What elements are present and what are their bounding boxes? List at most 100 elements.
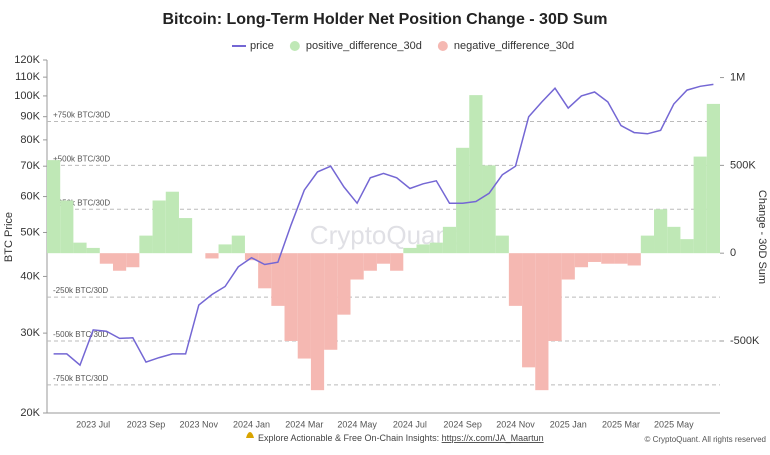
x-tick-label: 2025 Jan (550, 419, 587, 429)
bar (271, 253, 285, 306)
x-tick-label: 2024 Jan (233, 419, 270, 429)
bar (390, 253, 404, 271)
legend-label: negative_difference_30d (454, 40, 574, 52)
bar (680, 239, 694, 254)
y-tick-label: 30K (20, 327, 40, 339)
x-tick-label: 2023 Nov (179, 419, 218, 429)
bar (693, 156, 707, 254)
y2-tick-label: 0 (730, 247, 736, 259)
y-tick-label: 70K (20, 160, 40, 172)
bar (640, 235, 655, 254)
footer-message: Explore Actionable & Free On-Chain Insig… (258, 433, 442, 443)
bar (654, 209, 668, 254)
reference-label: -750k BTC/30D (53, 374, 108, 383)
legend: price positive_difference_30d negative_dif… (232, 40, 574, 52)
y2-tick-label: 1M (730, 71, 745, 83)
y-tick-label: 120K (14, 54, 40, 66)
bar (165, 191, 179, 254)
bar (231, 235, 245, 254)
bar (495, 235, 509, 254)
bar (284, 253, 298, 341)
reference-label: -250k BTC/30D (53, 286, 108, 295)
legend-swatch (437, 41, 448, 51)
bar (588, 253, 602, 262)
x-tick-label: 2024 May (337, 419, 377, 429)
x-tick-label: 2025 May (654, 419, 694, 429)
bar (86, 247, 100, 254)
y-tick-label: 80K (20, 134, 40, 146)
bar (47, 160, 61, 254)
bar (126, 253, 140, 268)
bar (667, 226, 681, 254)
reference-label: +250k BTC/30D (53, 198, 110, 207)
footer-link[interactable]: https://x.com/JA_Maartun (442, 433, 544, 443)
chart-title: Bitcoin: Long-Term Holder Net Position C… (162, 11, 607, 28)
bar (152, 200, 166, 254)
x-tick-label: 2025 Mar (602, 419, 640, 429)
bar (218, 244, 232, 254)
x-tick-label: 2023 Jul (76, 419, 110, 429)
bar (706, 103, 720, 254)
bar (324, 253, 338, 350)
bar (535, 253, 549, 391)
x-tick-label: 2024 Sep (443, 419, 482, 429)
x-tick-label: 2024 Nov (496, 419, 535, 429)
copyright: © CryptoQuant. All rights reserved (645, 435, 767, 444)
bar (614, 253, 628, 264)
y-tick-label: 100K (14, 90, 40, 102)
bell-icon (246, 432, 254, 438)
bar (205, 253, 219, 259)
bar (99, 253, 113, 264)
bar (112, 253, 127, 271)
price-line (53, 83, 714, 367)
bar (469, 95, 483, 254)
bar (60, 200, 74, 254)
bar (416, 244, 430, 254)
legend-label: price (250, 40, 274, 52)
bar (508, 253, 523, 306)
bar (627, 253, 641, 266)
bar (376, 253, 391, 264)
bar (442, 226, 457, 254)
y-tick-label: 110K (15, 71, 41, 83)
bar (522, 253, 536, 368)
bar (244, 253, 259, 261)
bar (73, 242, 87, 254)
bar (601, 253, 615, 264)
bar (310, 253, 325, 391)
x-tick-label: 2023 Sep (127, 419, 166, 429)
bar (337, 253, 351, 315)
bar (178, 218, 193, 254)
bar (482, 165, 496, 254)
y2-tick-label: -500K (730, 335, 760, 347)
x-tick-label: 2024 Mar (285, 419, 323, 429)
bar (561, 253, 575, 280)
footer-text: Explore Actionable & Free On-Chain Insig… (258, 433, 544, 443)
y-tick-label: 50K (20, 226, 40, 238)
y2-tick-label: 500K (730, 159, 756, 171)
bar (456, 147, 470, 254)
reference-label: +500k BTC/30D (53, 154, 110, 163)
x-tick-label: 2024 Jul (393, 419, 427, 429)
reference-label: +750k BTC/30D (53, 111, 110, 120)
bar (574, 253, 589, 268)
bar (363, 253, 377, 271)
plot-area: 20K 30K 40K 50K 60K 70K 80K 90K 100K 110K 120K 1M 50… (14, 54, 760, 429)
y-tick-label: 90K (20, 111, 40, 123)
bar (297, 253, 311, 359)
bar (548, 253, 562, 341)
y-axis-title: BTC Price (3, 212, 15, 262)
y-tick-label: 60K (20, 190, 40, 202)
bar (258, 253, 272, 289)
reference-label: -500k BTC/30D (53, 330, 108, 339)
legend-swatch (289, 41, 300, 51)
bar (350, 253, 364, 280)
bar (429, 242, 443, 254)
bar (139, 235, 153, 254)
y-tick-label: 20K (20, 407, 40, 419)
y-tick-label: 40K (20, 270, 40, 282)
legend-label: positive_difference_30d (306, 40, 422, 52)
bar (403, 247, 417, 254)
y2-axis-title: Change - 30D Sum (756, 190, 768, 284)
